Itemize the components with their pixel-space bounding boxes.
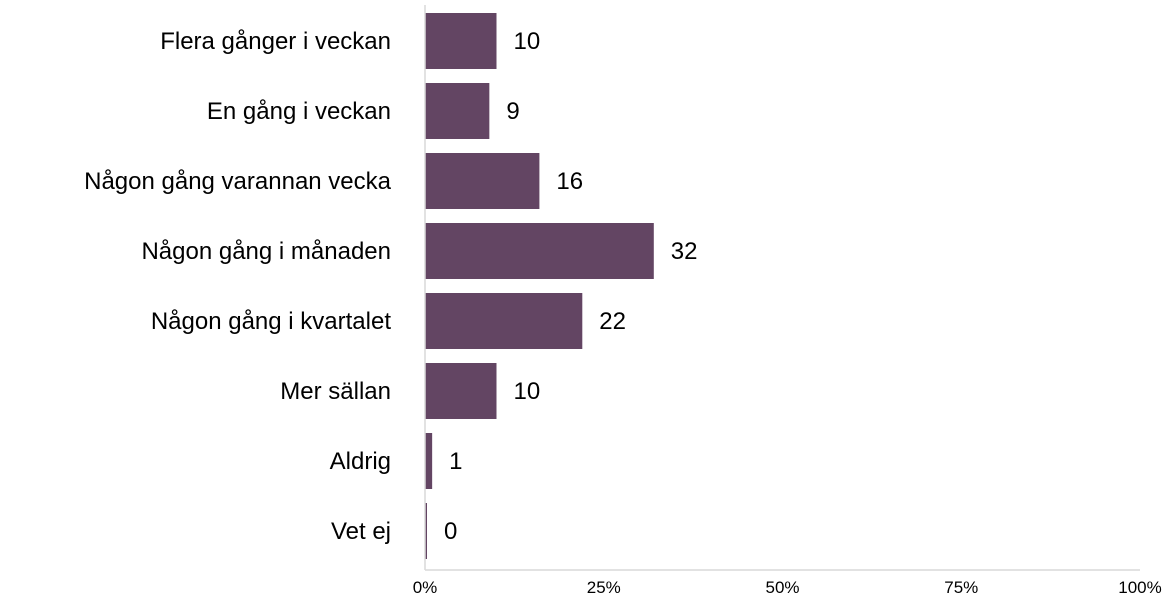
value-label: 16 [556, 168, 583, 195]
value-label: 10 [514, 28, 541, 55]
x-tick-label: 25% [587, 578, 621, 597]
value-label: 32 [671, 238, 698, 265]
bar [425, 223, 654, 279]
category-label: Någon gång i kvartalet [151, 308, 391, 335]
category-label: Någon gång varannan vecka [84, 168, 392, 195]
bar [425, 293, 583, 349]
x-tick-label: 0% [413, 578, 438, 597]
bar [425, 503, 427, 559]
category-label: Någon gång i månaden [141, 238, 391, 265]
bar [425, 433, 433, 489]
category-label: Aldrig [330, 448, 391, 475]
bar [425, 153, 540, 209]
axes [424, 5, 1140, 571]
x-tick-label: 50% [765, 578, 799, 597]
x-tick-label: 100% [1118, 578, 1161, 597]
category-label: En gång i veckan [207, 98, 391, 125]
x-tick-label: 75% [944, 578, 978, 597]
bar [425, 13, 497, 69]
bar [425, 363, 497, 419]
value-label: 10 [514, 378, 541, 405]
category-label: Flera gånger i veckan [160, 28, 391, 55]
value-label: 1 [449, 448, 462, 475]
category-label: Vet ej [331, 518, 391, 545]
value-label: 9 [506, 98, 519, 125]
bars [425, 13, 654, 559]
category-label: Mer sällan [280, 378, 391, 405]
value-label: 22 [599, 308, 626, 335]
bar [425, 83, 490, 139]
value-label: 0 [444, 518, 457, 545]
